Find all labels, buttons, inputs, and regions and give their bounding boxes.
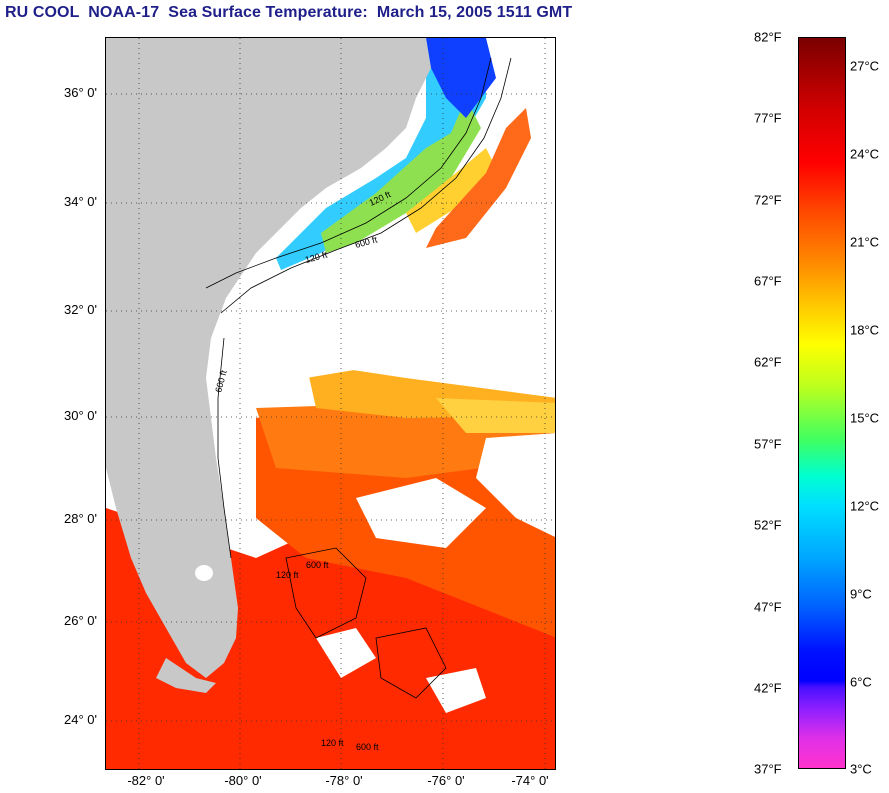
yellow-streak xyxy=(436,398,555,433)
bahamas-contour xyxy=(285,547,367,639)
fahrenheit-label: 57°F xyxy=(754,436,782,452)
celsius-label: 12°C xyxy=(850,498,880,514)
celsius-label: 9°C xyxy=(850,586,872,602)
lat-label-28: 28° 0' xyxy=(64,511,97,526)
graticule xyxy=(106,38,555,769)
lon-label-78: -78° 0' xyxy=(325,773,363,788)
cloud-patch-5 xyxy=(426,668,486,713)
florida-keys-land xyxy=(156,658,216,693)
cloud-patch-1 xyxy=(356,478,486,548)
orange-shelf-edge xyxy=(426,108,531,248)
isobath-label: 120 ft xyxy=(321,738,344,748)
green-coastal-water xyxy=(321,98,481,253)
celsius-label: 6°C xyxy=(850,674,872,690)
lake-okeechobee xyxy=(195,565,213,581)
bahamas-contour-2 xyxy=(375,627,447,699)
sst-map-canvas: 120 ft 600 ft 120 ft 600 ft 120 ft 600 f… xyxy=(106,38,555,769)
temperature-colorbar xyxy=(798,37,846,769)
isobath-120ft xyxy=(205,57,492,289)
isobath-label: 600 ft xyxy=(306,560,329,570)
fahrenheit-label: 82°F xyxy=(754,29,782,45)
lat-label-34: 34° 0' xyxy=(64,194,97,209)
celsius-label: 15°C xyxy=(850,410,880,426)
land-mainland xyxy=(106,38,431,678)
lon-label-76: -76° 0' xyxy=(427,773,465,788)
fahrenheit-label: 77°F xyxy=(754,110,782,126)
lat-label-30: 30° 0' xyxy=(64,408,97,423)
map-title: RU COOL NOAA-17 Sea Surface Temperature:… xyxy=(5,4,573,21)
lon-label-74: -74° 0' xyxy=(511,773,549,788)
lat-label-26: 26° 0' xyxy=(64,613,97,628)
fahrenheit-label: 62°F xyxy=(754,354,782,370)
fahrenheit-label: 67°F xyxy=(754,273,782,289)
cloud-band-mid xyxy=(236,258,555,388)
fahrenheit-label: 52°F xyxy=(754,517,782,533)
cuba-land xyxy=(256,718,555,769)
sst-map: 120 ft 600 ft 120 ft 600 ft 120 ft 600 f… xyxy=(105,37,556,770)
lat-label-36: 36° 0' xyxy=(64,85,97,100)
fahrenheit-label: 42°F xyxy=(754,680,782,696)
lon-label-80: -80° 0' xyxy=(224,773,262,788)
celsius-label: 24°C xyxy=(850,146,880,162)
isobath-florida xyxy=(217,337,232,559)
yellow-coastal-water xyxy=(406,148,496,233)
lat-label-24: 24° 0' xyxy=(64,712,97,727)
celsius-label: 3°C xyxy=(850,761,872,777)
cloud-patch-4 xyxy=(316,628,376,678)
celsius-label: 18°C xyxy=(850,322,880,338)
cloud-patch-2 xyxy=(476,433,555,538)
lat-label-32: 32° 0' xyxy=(64,302,97,317)
isobath-label: 600 ft xyxy=(356,742,379,752)
cold-water-carolina xyxy=(276,38,486,270)
fahrenheit-label: 47°F xyxy=(754,599,782,615)
fahrenheit-label: 37°F xyxy=(754,761,782,777)
isobath-label: 600 ft xyxy=(213,369,229,394)
celsius-label: 21°C xyxy=(850,234,880,250)
deep-blue-north xyxy=(426,38,496,118)
isobath-label: 120 ft xyxy=(276,570,299,580)
celsius-label: 27°C xyxy=(850,58,880,74)
lon-label-82: -82° 0' xyxy=(127,773,165,788)
fahrenheit-label: 72°F xyxy=(754,192,782,208)
isobath-600ft xyxy=(220,57,512,314)
